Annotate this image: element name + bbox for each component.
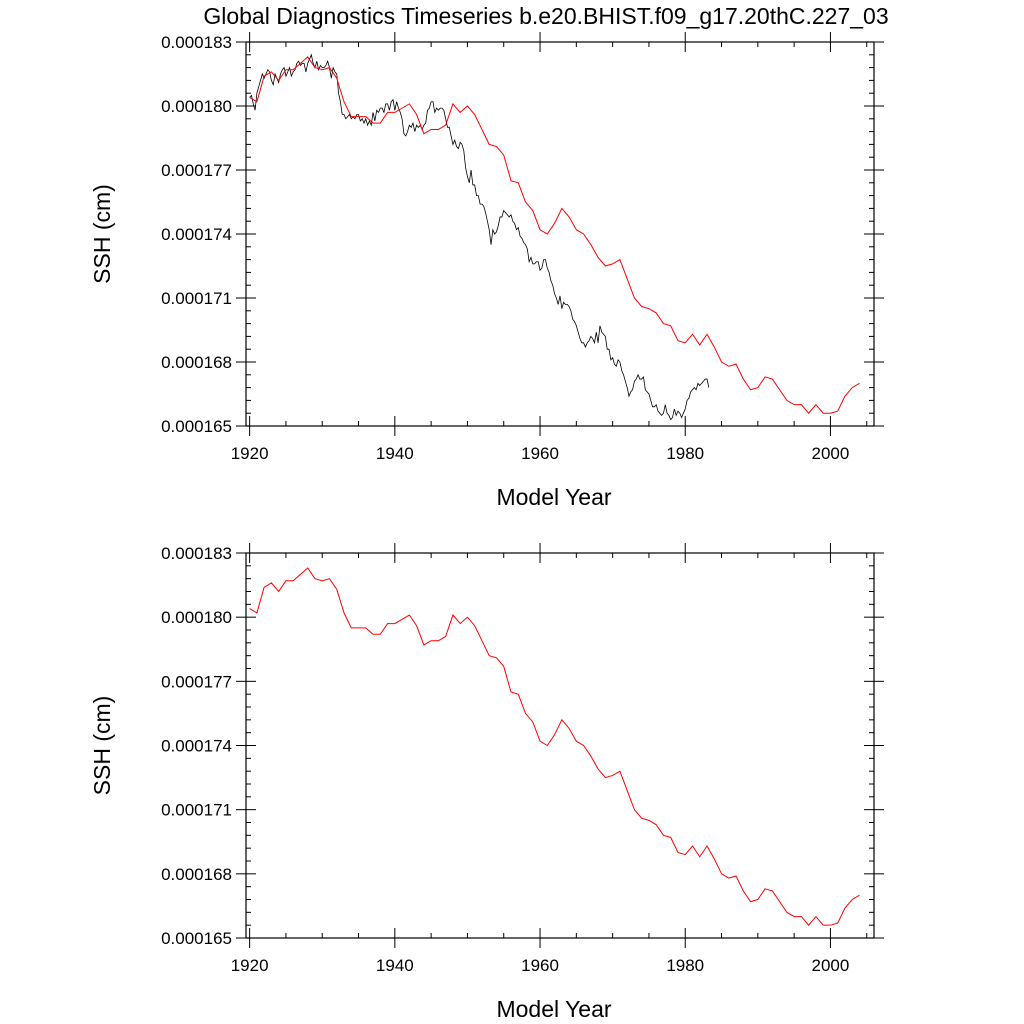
- panel2-x-axis-title: Model Year: [496, 996, 611, 1022]
- panel2-annual-series-line: [249, 567, 860, 926]
- panel2-x-tick-label: 1940: [376, 956, 414, 975]
- panel1-y-tick-label: 0.000177: [161, 161, 232, 180]
- panel1-x-tick-label: 1940: [376, 444, 414, 463]
- panel1-y-tick-label: 0.000174: [161, 225, 232, 244]
- panel1-y-tick-label: 0.000168: [161, 353, 232, 372]
- panel1-y-axis-title: SSH (cm): [89, 184, 115, 284]
- panel2-y-tick-label: 0.000180: [161, 608, 232, 627]
- panel2-plot-frame: [245, 552, 875, 939]
- panel1-y-tick-label: 0.000171: [161, 289, 232, 308]
- panel1-x-tick-label: 1980: [666, 444, 704, 463]
- panel2-y-tick-label: 0.000177: [161, 672, 232, 691]
- panel2-x-tick-label: 1980: [666, 956, 704, 975]
- panel2-x-tick-label: 1920: [231, 956, 269, 975]
- panel1-y-tick-label: 0.000165: [161, 417, 232, 436]
- panel2-x-tick-label: 2000: [812, 956, 850, 975]
- panel2-y-tick-label: 0.000165: [161, 929, 232, 948]
- chart-title: Global Diagnostics Timeseries b.e20.BHIS…: [203, 3, 888, 29]
- panel1-monthly-series-line: [249, 53, 710, 421]
- panel1-y-tick-label: 0.000183: [161, 33, 232, 52]
- top-panel: 1920 1940 1960 1980 2000 0.000165 0.000168 0.00…: [89, 32, 884, 510]
- panel1-x-tick-label: 1960: [521, 444, 559, 463]
- bottom-panel: 1920 1940 1960 1980 2000 0.000165 0.000168 0.00…: [89, 543, 884, 1022]
- panel2-x-tick-label: 1960: [521, 956, 559, 975]
- panel1-x-tick-label: 2000: [812, 444, 850, 463]
- panel1-annual-series-line: [249, 56, 860, 414]
- panel2-y-axis-title: SSH (cm): [89, 696, 115, 796]
- panel1-y-tick-label: 0.000180: [161, 97, 232, 116]
- panel1-x-tick-label: 1920: [231, 444, 269, 463]
- panel2-y-tick-label: 0.000171: [161, 801, 232, 820]
- panel2-y-tick-label: 0.000168: [161, 865, 232, 884]
- panel2-y-tick-label: 0.000183: [161, 544, 232, 563]
- panel2-y-tick-label: 0.000174: [161, 737, 232, 756]
- panel1-x-axis-title: Model Year: [496, 484, 611, 510]
